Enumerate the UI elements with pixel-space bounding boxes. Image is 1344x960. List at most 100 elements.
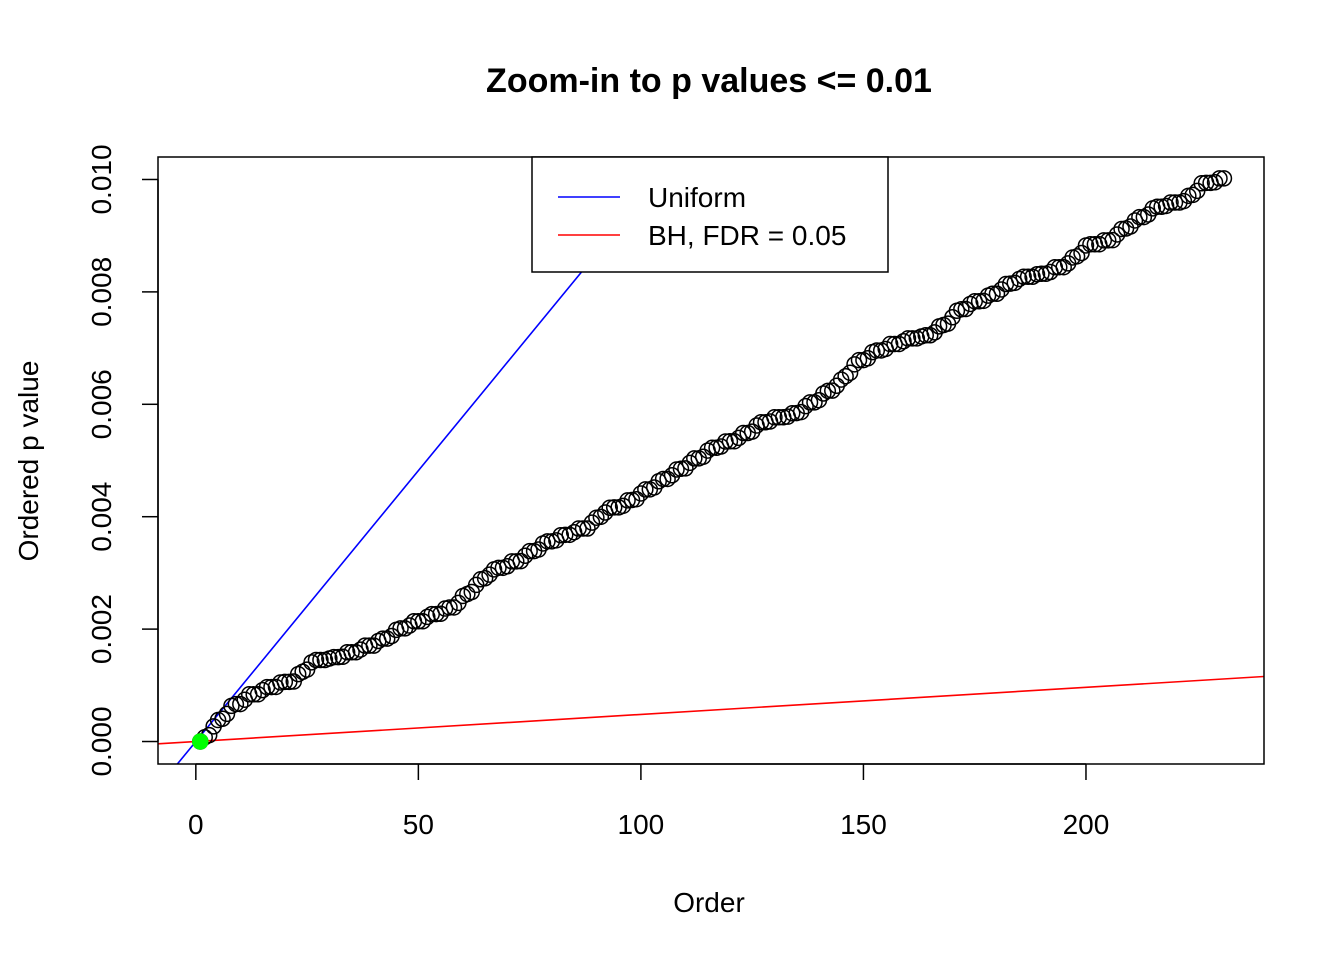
data-point <box>512 552 529 570</box>
data-point <box>1184 186 1202 204</box>
data-point <box>632 485 650 502</box>
legend-label-uniform: Uniform <box>648 182 746 213</box>
data-point <box>583 514 601 531</box>
data-point <box>721 433 739 450</box>
data-point <box>1006 274 1024 292</box>
data-point <box>841 364 859 382</box>
data-point <box>672 460 690 478</box>
data-point <box>783 405 801 422</box>
data-point <box>214 710 231 727</box>
data-point <box>378 630 396 647</box>
data-point <box>432 605 449 623</box>
data-point <box>654 470 672 488</box>
data-point <box>441 599 458 616</box>
data-point <box>565 523 583 541</box>
x-axis: 0 50 100 150 200 <box>188 763 1109 840</box>
data-point <box>374 630 392 647</box>
data-point <box>392 620 409 637</box>
data-point <box>218 705 236 723</box>
data-point <box>521 542 538 560</box>
data-point <box>361 637 378 654</box>
data-points <box>192 170 1233 750</box>
data-point <box>801 394 819 411</box>
data-point <box>1028 266 1046 283</box>
data-point <box>556 526 574 544</box>
data-point <box>419 608 436 626</box>
highlight-point <box>192 733 209 750</box>
x-axis-label: Order <box>673 887 745 918</box>
data-point <box>574 520 592 537</box>
data-point <box>637 481 654 498</box>
y-axis-label: Ordered p value <box>13 361 44 562</box>
data-point <box>516 547 534 564</box>
legend-label-bh: BH, FDR = 0.05 <box>648 220 846 251</box>
data-point <box>601 499 618 517</box>
y-axis: 0.000 0.002 0.004 0.006 0.008 0.010 <box>86 144 159 777</box>
data-point <box>1206 174 1224 191</box>
data-point <box>917 326 934 344</box>
data-point <box>1019 268 1037 286</box>
data-point <box>1215 170 1233 187</box>
data-point <box>508 553 525 570</box>
data-point <box>824 382 841 399</box>
data-point <box>1015 268 1032 286</box>
data-point <box>766 409 783 426</box>
data-point <box>984 285 1001 303</box>
data-point <box>605 499 623 516</box>
data-point <box>445 599 463 616</box>
data-point <box>735 424 752 442</box>
bh-line <box>158 675 1264 745</box>
data-point <box>921 326 939 344</box>
data-point <box>953 301 970 318</box>
data-point <box>245 686 262 703</box>
data-point <box>227 695 245 713</box>
data-point <box>970 293 988 310</box>
data-point <box>899 330 917 347</box>
data-point <box>846 356 863 373</box>
data-point <box>410 612 427 630</box>
data-point <box>427 605 445 623</box>
data-point <box>619 492 636 509</box>
data-point <box>663 466 681 484</box>
data-point <box>792 403 810 421</box>
data-point <box>686 450 703 467</box>
data-point <box>797 397 814 415</box>
data-point <box>1104 231 1121 249</box>
data-point <box>561 526 578 544</box>
data-point <box>1193 175 1210 192</box>
data-point <box>579 520 596 537</box>
y-tick-label: 0.002 <box>86 594 117 664</box>
highlight-points <box>192 733 209 750</box>
y-tick-label: 0.008 <box>86 257 117 327</box>
x-tick-label: 50 <box>403 809 434 840</box>
data-point <box>307 651 325 669</box>
data-point <box>837 367 854 385</box>
data-point <box>343 644 360 661</box>
data-point <box>962 295 979 313</box>
y-tick-label: 0.000 <box>86 706 117 776</box>
reference-lines <box>158 157 1264 764</box>
data-point <box>1131 208 1148 226</box>
data-point <box>677 460 694 477</box>
data-point <box>993 281 1010 298</box>
data-point <box>1033 265 1050 283</box>
data-point <box>988 285 1006 303</box>
data-point <box>276 673 294 691</box>
x-tick-label: 100 <box>618 809 665 840</box>
data-point <box>904 330 921 347</box>
data-point <box>232 695 249 713</box>
legend-box <box>531 156 889 273</box>
data-point <box>539 533 556 550</box>
uniform-line <box>176 157 678 764</box>
data-point <box>254 681 271 699</box>
data-point <box>1051 258 1068 276</box>
data-point <box>1162 194 1179 211</box>
data-point <box>570 520 587 537</box>
chart-title: Zoom-in to p values <= 0.01 <box>486 62 932 100</box>
data-point <box>1175 192 1193 210</box>
data-point <box>1113 220 1130 238</box>
x-tick-label: 150 <box>840 809 887 840</box>
data-point <box>850 351 868 369</box>
data-point <box>1055 258 1072 276</box>
data-point <box>726 433 743 450</box>
